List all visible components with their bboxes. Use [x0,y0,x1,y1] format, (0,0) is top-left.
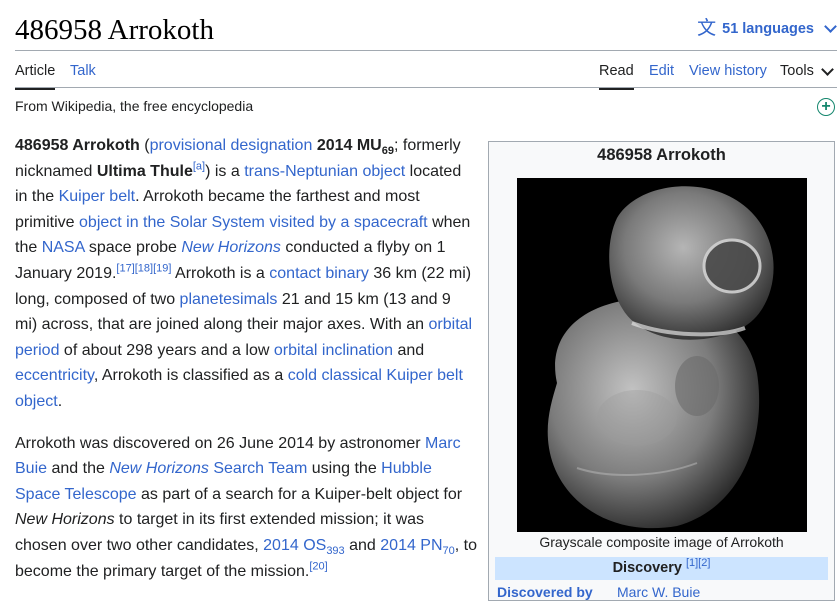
discovered-by-label[interactable]: Discovered by [497,584,593,600]
paragraph-2: Arrokoth was discovered on 26 June 2014 … [15,434,478,580]
infobox: 486958 Arrokoth [488,141,835,601]
link-provisional-designation[interactable]: provisional designation [149,137,313,154]
refs-17-19[interactable]: [17][18][19] [116,262,172,275]
article-body: 486958 Arrokoth (provisional designation… [15,133,477,600]
title-divider [15,50,837,51]
link-eccentricity[interactable]: eccentricity [15,367,94,385]
link-trans-neptunian-object[interactable]: trans-Neptunian object [244,162,406,180]
link-hubble[interactable]: Hubble Space Telescope [15,460,432,503]
link-orbital-inclination[interactable]: orbital inclination [273,341,394,359]
tab-article[interactable]: Article [15,63,56,90]
chevron-down-icon [820,62,834,76]
link-orbital-period[interactable]: orbital period [15,316,473,359]
link-contact-binary[interactable]: contact binary [269,264,369,282]
tabs-divider [15,87,837,88]
link-nasa[interactable]: NASA [41,239,85,257]
languages-label: 51 languages [722,20,814,37]
infobox-title: 486958 Arrokoth [597,146,726,164]
chevron-down-icon [824,20,837,33]
image-caption: Grayscale composite image of Arrokoth [539,534,784,550]
ref-a[interactable]: [a] [192,160,206,173]
link-cold-classical-kbo[interactable]: cold classical Kuiper belt object [15,367,463,410]
tagline: From Wikipedia, the free encyclopedia [15,98,254,114]
discovered-by-row: Discovered by Marc W. Buie [497,584,828,600]
link-new-horizons[interactable]: New Horizons [181,239,281,257]
discovery-refs[interactable]: [1][2] [685,557,711,570]
subject-name: 486958 Arrokoth [15,137,140,154]
add-circle-icon[interactable]: + [817,98,835,116]
link-planetesimals[interactable]: planetesimals [179,290,278,308]
tab-talk[interactable]: Talk [70,63,96,79]
link-2014-pn70[interactable]: 2014 PN70 [380,536,455,558]
discovered-by-value[interactable]: Marc W. Buie [617,584,701,600]
designation: 2014 MU69 [316,137,394,158]
ref-20[interactable]: [20] [309,560,328,573]
link-2014-os393[interactable]: 2014 OS393 [263,536,345,558]
translate-icon: 文 [697,18,717,39]
discovery-header: Discovery [1][2] [495,557,828,580]
arrokoth-illustration [547,186,774,529]
link-objects-visited[interactable]: object in the Solar System visited by a … [79,213,428,231]
languages-button[interactable]: 文 51 languages [697,18,837,39]
link-search-team[interactable]: New Horizons Search Team [109,460,308,478]
page-title: 486958 Arrokoth [15,14,214,46]
link-kuiper-belt[interactable]: Kuiper belt [58,188,136,206]
tab-view-history[interactable]: View history [689,63,767,79]
tools-menu[interactable]: Tools [780,62,834,88]
link-marc-buie[interactable]: Marc Buie [15,434,461,478]
tab-read[interactable]: Read [599,63,634,90]
nickname: Ultima Thule [96,162,193,180]
arrokoth-image[interactable] [517,178,807,532]
tab-edit[interactable]: Edit [649,63,674,79]
page-tabs: Article Talk Read Edit View history Tool… [15,55,837,90]
tools-label: Tools [780,63,814,79]
paragraph-1: 486958 Arrokoth (provisional designation… [15,137,473,410]
